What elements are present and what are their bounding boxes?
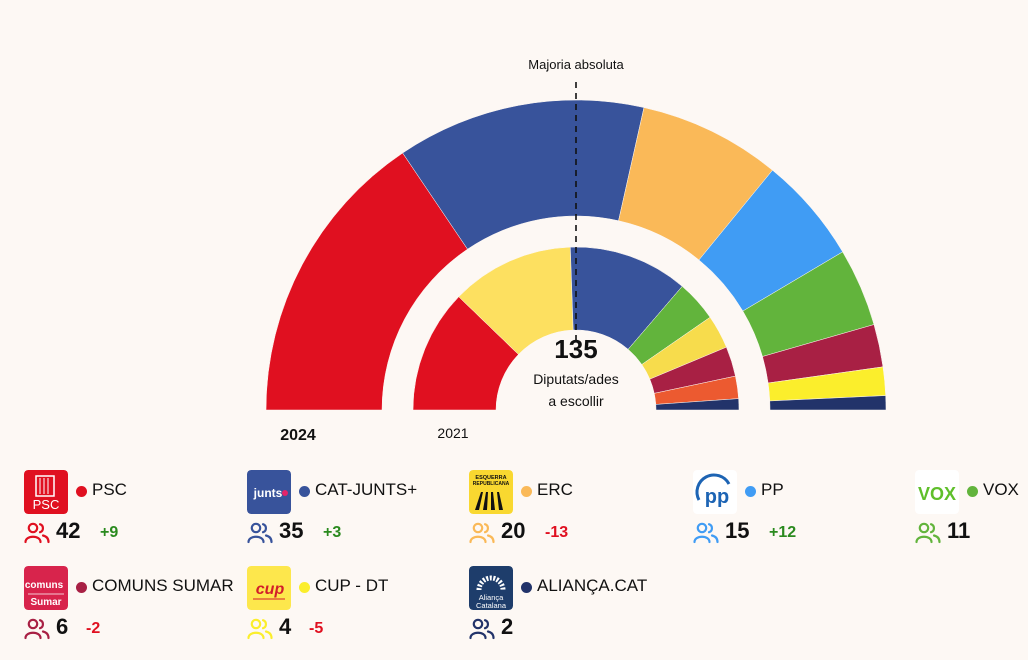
seat-count: 20	[501, 518, 526, 543]
people-icon	[24, 522, 50, 549]
total-seats-number: 135	[554, 334, 597, 364]
seat-arc-2021-pp	[655, 398, 740, 411]
comuns-logo-icon: comuns Sumar	[24, 566, 68, 610]
ring-label-2021: 2021	[437, 425, 468, 441]
seat-change: -5	[309, 620, 324, 637]
party-color-dot	[76, 486, 87, 497]
seat-arc-2024-alian-a-cat	[769, 395, 887, 411]
people-icon	[469, 522, 495, 549]
party-color-dot	[967, 486, 978, 497]
svg-text:Sumar: Sumar	[30, 597, 61, 608]
legend-item-cup-dt: cup CUP - DT 4 -5	[247, 566, 472, 656]
seat-count: 2	[501, 614, 514, 639]
seat-change: -13	[545, 524, 569, 541]
legend-item-cat-junts: junts CAT-JUNTS+ 35 +3	[247, 470, 472, 560]
svg-text:junts: junts	[253, 486, 283, 500]
svg-text:ESQUERRA: ESQUERRA	[475, 475, 506, 481]
party-name: PSC	[92, 480, 127, 499]
legend-item-vox: VOX VOX 11	[915, 470, 1028, 560]
legend-item-erc: ESQUERRA REPUBLICANA ERC 20 -13	[469, 470, 694, 560]
svg-text:pp: pp	[705, 486, 729, 508]
seat-arc-2024-cat-junts-	[402, 99, 645, 250]
svg-text:comuns: comuns	[25, 580, 64, 591]
party-color-dot	[745, 486, 756, 497]
svg-text:Aliança: Aliança	[479, 593, 504, 602]
people-icon	[915, 522, 941, 549]
seat-arc-2024-psc	[265, 152, 468, 411]
svg-text:cup: cup	[256, 581, 285, 598]
party-name: ERC	[537, 480, 573, 499]
people-icon	[24, 618, 50, 645]
seat-count: 11	[947, 518, 971, 543]
seat-change: +12	[769, 524, 797, 541]
party-color-dot	[76, 582, 87, 593]
majority-label: Majoria absoluta	[528, 57, 624, 72]
seat-change: +3	[323, 524, 342, 541]
legend-item-pp: pp PP 15 +12	[693, 470, 918, 560]
psc-logo-icon: PSC	[24, 470, 68, 514]
party-color-dot	[521, 486, 532, 497]
alianca-logo-icon: Aliança Catalana	[469, 566, 513, 610]
ring-label-2024: 2024	[280, 427, 316, 444]
party-name: CUP - DT	[315, 576, 389, 595]
seat-change: -2	[86, 620, 101, 637]
party-name: ALIANÇA.CAT	[537, 576, 648, 595]
party-color-dot	[299, 486, 310, 497]
svg-text:REPUBLICANA: REPUBLICANA	[473, 481, 510, 487]
svg-text:Catalana: Catalana	[476, 601, 507, 610]
seat-count: 35	[279, 518, 304, 543]
svg-text:PSC: PSC	[33, 497, 60, 512]
legend-item-alian-a-cat: Aliança Catalana ALIANÇA.CAT 2	[469, 566, 694, 656]
seat-count: 15	[725, 518, 750, 543]
party-name: COMUNS SUMAR	[92, 576, 234, 595]
seat-count: 42	[56, 518, 81, 543]
legend-item-psc: PSC PSC 42 +9	[24, 470, 249, 560]
seat-change: +9	[100, 524, 119, 541]
people-icon	[469, 618, 495, 645]
legend-item-comuns-sumar: comuns Sumar COMUNS SUMAR 6 -2	[24, 566, 249, 656]
party-name: VOX	[983, 480, 1019, 499]
total-seats-label-line2: a escollir	[548, 393, 604, 409]
seat-count: 4	[279, 614, 292, 639]
people-icon	[247, 618, 273, 645]
party-name: PP	[761, 480, 784, 499]
party-color-dot	[521, 582, 532, 593]
junts-logo-icon: junts	[247, 470, 291, 514]
people-icon	[247, 522, 273, 549]
svg-text:VOX: VOX	[918, 484, 956, 504]
pp-logo-icon: pp	[693, 470, 737, 514]
seat-count: 6	[56, 614, 69, 639]
party-name: CAT-JUNTS+	[315, 480, 418, 499]
vox-logo-icon: VOX	[915, 470, 959, 514]
party-color-dot	[299, 582, 310, 593]
cup-logo-icon: cup	[247, 566, 291, 610]
people-icon	[693, 522, 719, 549]
erc-logo-icon: ESQUERRA REPUBLICANA	[469, 470, 513, 514]
parliament-chart: 2024 2021 Majoria absoluta 135 Diputats/ades…	[265, 57, 887, 444]
total-seats-label-line1: Diputats/ades	[533, 371, 619, 387]
